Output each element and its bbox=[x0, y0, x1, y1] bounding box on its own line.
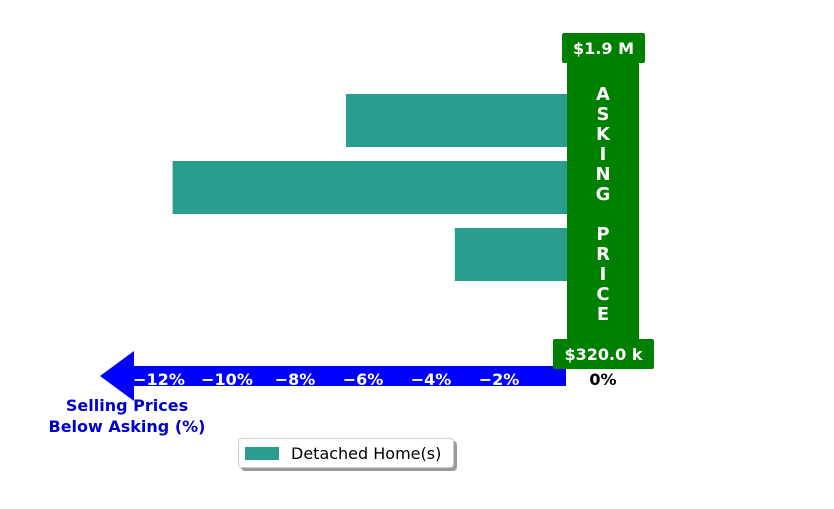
asking-letter: P bbox=[596, 224, 609, 245]
asking-letter: A bbox=[596, 84, 610, 105]
x-tick-labels: −12% −10% −8% −6% −4% −2% 0% bbox=[133, 370, 616, 389]
price-bottom-tag bbox=[553, 339, 654, 369]
asking-price-panel bbox=[567, 62, 639, 344]
legend-swatch bbox=[245, 446, 279, 460]
x-tick-label: 0% bbox=[589, 370, 616, 389]
price-bottom-label: $320.0 k bbox=[565, 345, 643, 364]
bar-series bbox=[172, 94, 574, 348]
x-axis-title-line1: Selling Prices bbox=[66, 396, 188, 415]
asking-letter: S bbox=[597, 104, 610, 125]
asking-letter: G bbox=[596, 184, 611, 205]
x-tick-label: −8% bbox=[275, 370, 316, 389]
asking-letter: E bbox=[597, 304, 609, 325]
below-asking-arrow bbox=[100, 351, 566, 401]
bar-1 bbox=[172, 161, 567, 214]
asking-letter: K bbox=[596, 124, 611, 145]
x-tick-label: −10% bbox=[201, 370, 253, 389]
bar-0 bbox=[346, 94, 567, 147]
x-tick-label: −6% bbox=[343, 370, 384, 389]
legend-label: Detached Home(s) bbox=[291, 443, 442, 463]
legend: Detached Home(s) bbox=[238, 438, 454, 468]
x-axis-title-line2: Below Asking (%) bbox=[49, 417, 206, 436]
asking-letter: N bbox=[595, 164, 610, 185]
asking-letter: I bbox=[600, 144, 607, 165]
x-tick-label: −4% bbox=[411, 370, 452, 389]
bar-2 bbox=[454, 228, 567, 281]
asking-letter: I bbox=[600, 264, 607, 285]
asking-letter: R bbox=[596, 244, 610, 265]
asking-letter: C bbox=[596, 284, 609, 305]
x-tick-label: −2% bbox=[479, 370, 520, 389]
price-top-tag bbox=[562, 33, 645, 63]
price-top-label: $1.9 M bbox=[573, 39, 634, 58]
x-tick-label: −12% bbox=[133, 370, 185, 389]
